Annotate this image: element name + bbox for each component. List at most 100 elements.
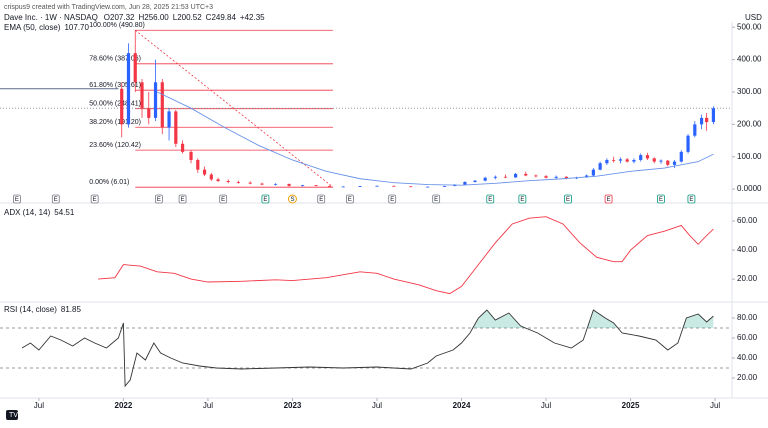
y-tick-label: 500.00 (737, 22, 762, 31)
candle-body (196, 159, 200, 170)
event-marker (178, 194, 187, 204)
candle-body (564, 176, 568, 179)
event-marker (432, 194, 441, 204)
candle-body (180, 143, 185, 152)
event-label: E (566, 197, 570, 203)
y-tick-label: 80.00 (737, 313, 758, 322)
candle-body (133, 53, 137, 83)
event-label: E (689, 197, 693, 203)
fib-label: 50.00% (248.41) (89, 101, 141, 108)
candle-body (287, 183, 291, 186)
event-label: E (221, 197, 225, 203)
ema-line (157, 91, 714, 186)
candle-body (524, 173, 528, 176)
fib-label: 0.00% (6.01) (89, 179, 129, 186)
rsi-legend: RSI (14, close) (4, 305, 57, 314)
currency: USD (745, 13, 762, 22)
event-marker (486, 194, 495, 204)
event-label: E (659, 197, 663, 203)
x-tick-label: 2024 (453, 401, 471, 410)
event-marker (51, 194, 60, 204)
candle-body (591, 169, 595, 176)
candle-body (463, 181, 467, 185)
credit: crispus9 created with TradingView.com, J… (4, 4, 213, 11)
candle-body (659, 160, 663, 162)
candle-body (189, 151, 193, 160)
event-label: E (157, 197, 161, 203)
event-label: E (434, 197, 438, 203)
candle-body (711, 108, 716, 122)
ohlc-label: +42.35 (240, 13, 265, 22)
candle-body (375, 185, 379, 187)
candle-body (226, 181, 230, 182)
candle-body (679, 151, 683, 162)
candle-body (140, 82, 144, 109)
indicator-line (21, 309, 714, 388)
fib-label: 38.20% (191.20) (89, 119, 141, 126)
y-tick-label: 100.00 (737, 152, 762, 161)
ohlc-label: H256.00 (139, 13, 170, 22)
ohlc-label: C249.84 (206, 13, 237, 22)
event-label: E (348, 197, 352, 203)
candle-body (699, 117, 704, 125)
candle-body (120, 88, 124, 125)
x-tick-label: Jul (34, 401, 44, 410)
candle-body (625, 159, 629, 162)
event-label: E (93, 197, 97, 203)
event-label: E (319, 197, 323, 203)
x-tick-label: 2022 (115, 401, 133, 410)
candle-body (632, 159, 636, 162)
y-tick-label: 60.00 (737, 216, 758, 225)
event-marker (564, 194, 572, 204)
candle-body (554, 176, 558, 178)
symbol-title: Dave Inc. · 1W · NASDAQ (4, 13, 98, 22)
candle-body (314, 185, 318, 187)
candle-body (639, 155, 643, 160)
event-marker (155, 194, 163, 204)
fib-label: 23.60% (120.42) (89, 142, 141, 149)
event-marker (287, 194, 297, 204)
candle-body (209, 174, 213, 180)
event-label: E (607, 197, 611, 203)
candle-body (493, 176, 497, 178)
tv-logo: TV (6, 410, 18, 420)
candle-body (666, 160, 670, 165)
candle-body (705, 117, 709, 123)
legend-value: 81.85 (61, 305, 82, 314)
candle-body (341, 186, 345, 188)
event-marker (687, 194, 696, 204)
candle-body (605, 159, 609, 164)
y-tick-label: 60.00 (737, 333, 758, 342)
svg-text:TV: TV (9, 412, 18, 419)
x-tick-label: 2023 (284, 401, 302, 410)
candle-body (693, 124, 697, 136)
candle-body (598, 163, 602, 170)
candle-body (618, 159, 623, 161)
event-label: E (488, 197, 492, 203)
y-tick-label: 40.00 (737, 245, 758, 254)
candle-body (328, 185, 332, 187)
fib-label: 61.80% (305.61) (89, 82, 141, 89)
event-marker (261, 194, 270, 204)
indicator-line (98, 216, 714, 295)
event-label: S (290, 197, 294, 203)
candle-body (153, 82, 158, 118)
x-tick-label: 2025 (622, 401, 640, 410)
candle-body (672, 161, 677, 165)
event-marker (604, 194, 613, 204)
event-marker (657, 194, 665, 204)
y-tick-label: 40.00 (737, 353, 758, 362)
event-marker (219, 194, 228, 204)
y-tick-label: 400.00 (737, 55, 762, 64)
candle-body (174, 111, 178, 144)
candle-body (216, 179, 220, 182)
adx-legend: ADX (14, 14) (4, 208, 51, 217)
event-label: E (520, 197, 524, 203)
candle-body (126, 53, 131, 125)
event-marker (90, 194, 99, 204)
fib-label: 100.00% (490.80) (89, 22, 145, 29)
candle-body (147, 108, 151, 118)
x-tick-label: Jul (372, 401, 382, 410)
